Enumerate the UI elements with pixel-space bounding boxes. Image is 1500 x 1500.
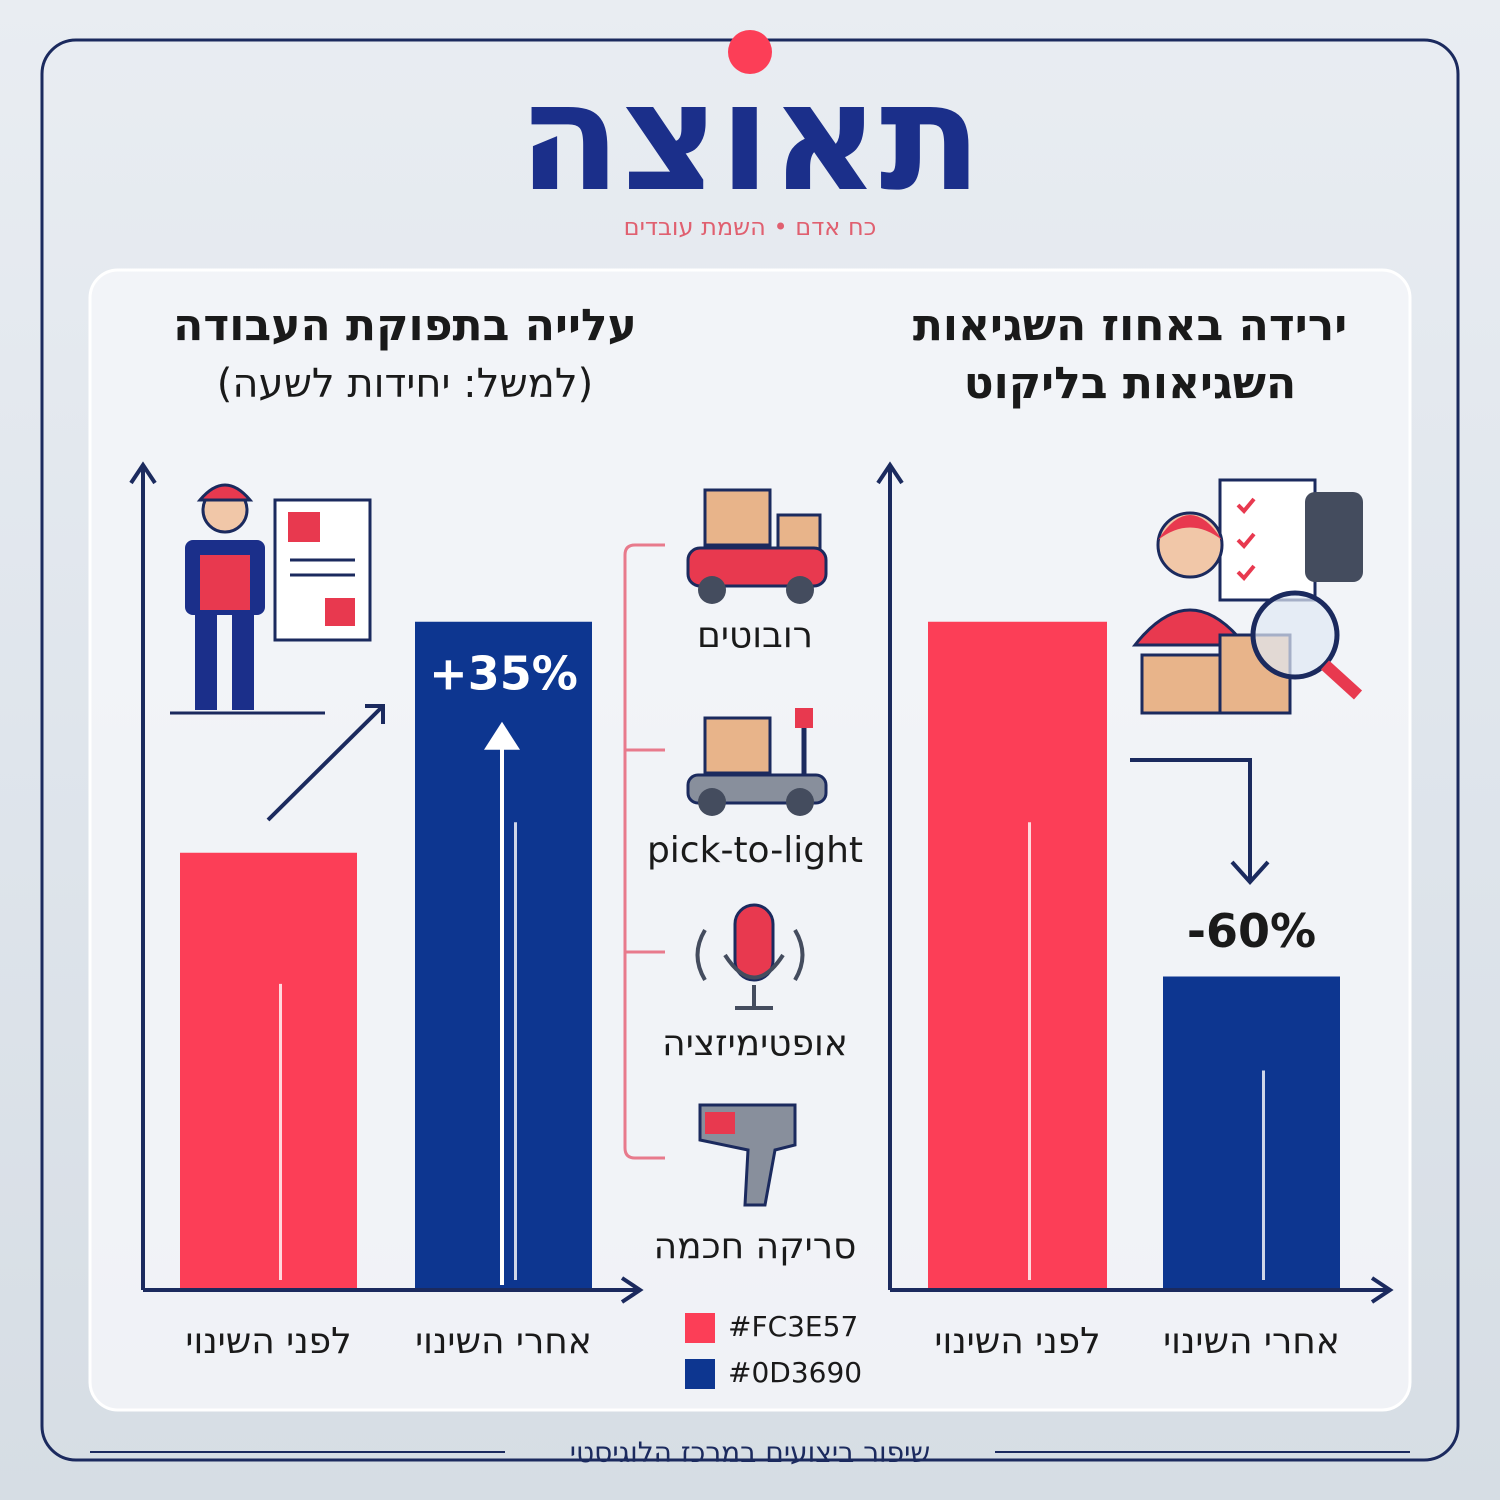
legend-swatch [685, 1359, 715, 1389]
x-tick-label: לפני השינוי [185, 1321, 351, 1362]
mic-icon [695, 903, 805, 1010]
x-axis-arrow [1370, 1276, 1394, 1304]
tool-label: רובוטים [697, 615, 813, 656]
chart-subtitle: השגיאות בליקוט [964, 358, 1297, 409]
legend-label: #0D3690 [728, 1356, 862, 1389]
robot-icon [686, 488, 828, 604]
tools-bracket [623, 543, 665, 1160]
annotation: +35% [429, 646, 578, 700]
x-tick-label: לפני השינוי [934, 1321, 1100, 1362]
x-axis-arrow [620, 1276, 644, 1304]
tool-label: סריקה חכמה [654, 1226, 857, 1267]
y-axis-arrow [129, 461, 157, 485]
y-axis-arrow [876, 461, 904, 485]
legend-label: #FC3E57 [728, 1310, 858, 1343]
annotation: -60% [1187, 904, 1316, 958]
x-tick-label: אחרי השינוי [415, 1321, 592, 1362]
chart-subtitle: (למשל: יחידות לשעה) [217, 361, 593, 407]
bar [1163, 976, 1340, 1290]
pick-to-light-icon [686, 708, 828, 816]
scanner-icon [698, 1103, 797, 1207]
tool-label: אופטימיזציה [662, 1023, 848, 1064]
growth-arrow-head [484, 721, 520, 750]
footer: שיפור ביצועים במרכז הלוגיסטי [570, 1436, 931, 1469]
bar [180, 852, 357, 1290]
tool-label: pick-to-light [647, 830, 863, 871]
chart-title: עלייה בתפוקת העבודה [173, 300, 637, 351]
logo: תאוצה [518, 51, 982, 225]
inspector-icon [1130, 478, 1363, 885]
x-tick-label: אחרי השינוי [1163, 1321, 1340, 1362]
bar [928, 621, 1107, 1290]
worker-icon [170, 483, 385, 822]
logo-dot [728, 30, 772, 74]
legend-swatch [685, 1313, 715, 1343]
chart-title: ירידה באחוז השגיאות [913, 300, 1347, 351]
tagline: כח אדם • השמת עובדים [624, 213, 877, 241]
